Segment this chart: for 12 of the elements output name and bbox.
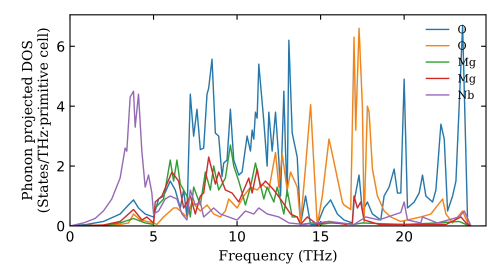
x-tick-label: 5 (150, 231, 157, 242)
y-tick-label: 6 (57, 41, 64, 52)
x-tick-label: 0 (66, 231, 74, 242)
y-tick-label: 4 (56, 101, 64, 112)
y-axis-title: Phonon projected DOS (States/THz·primitive cell) (22, 28, 51, 212)
x-tick-label: 10 (230, 231, 245, 242)
y-tick-label: 0 (57, 220, 64, 232)
line-series (70, 90, 472, 226)
x-tick-label: 20 (396, 231, 412, 242)
x-tick-label: 15 (313, 231, 328, 242)
y-tick-label: 2 (57, 161, 64, 172)
x-axis-title: Frequency (THz) (219, 250, 336, 264)
